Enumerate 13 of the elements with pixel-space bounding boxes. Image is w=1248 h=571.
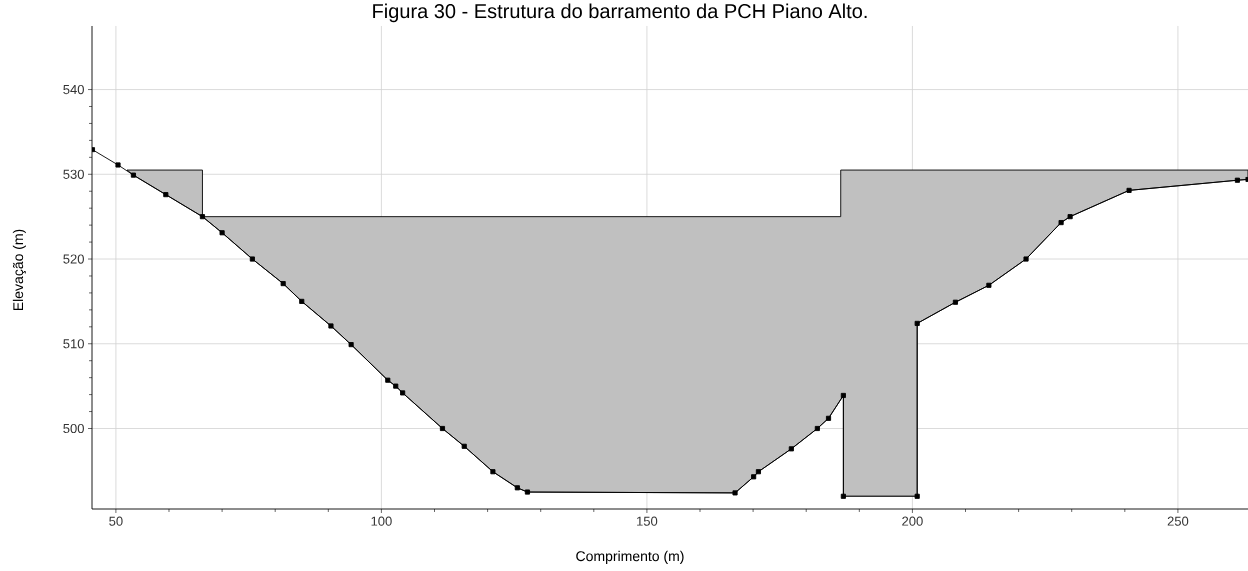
x-tick-label: 250 [1167, 516, 1189, 526]
x-tick-label: 100 [371, 516, 392, 526]
x-axis-title: Comprimento (m) [576, 550, 684, 564]
y-tick-label: 520 [63, 254, 84, 264]
y-tick-label: 500 [63, 423, 84, 434]
x-tick-label: 50 [109, 516, 123, 526]
x-tick-label: 200 [902, 516, 923, 526]
y-tick-label: 540 [63, 84, 84, 95]
y-axis-title: Elevação (m) [12, 229, 26, 311]
x-tick-label: 150 [637, 516, 658, 526]
chart-title: Figura 30 - Estrutura do barramento da PCH Piano Alto. [373, 3, 867, 23]
y-tick-label: 510 [63, 339, 84, 349]
y-tick-label: 530 [63, 169, 84, 179]
